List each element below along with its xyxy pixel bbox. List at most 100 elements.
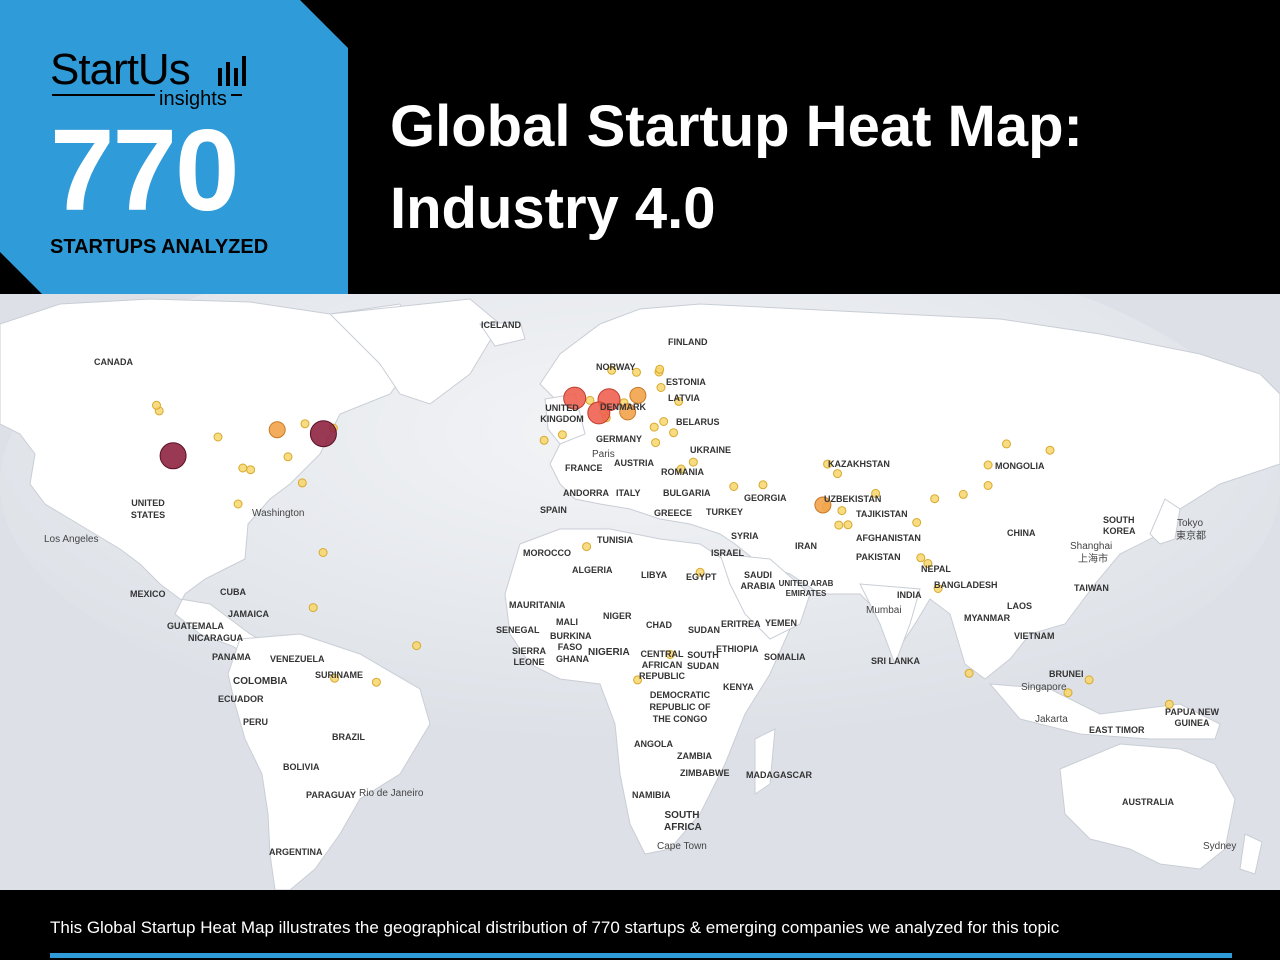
title-line-1: Global Startup Heat Map: xyxy=(390,94,1083,159)
heat-bubble-chicago xyxy=(268,421,286,439)
country-label: DEMOCRATIC REPUBLIC OF THE CONGO xyxy=(649,690,711,724)
heat-bubble-cape-town xyxy=(633,675,643,685)
heat-bubble-japan xyxy=(1045,445,1055,455)
country-label: GEORGIA xyxy=(744,493,787,503)
footer-accent-bar xyxy=(50,953,1232,958)
country-label: IRAN xyxy=(795,541,817,551)
brand-sub: insights xyxy=(155,88,231,111)
landmass-japan xyxy=(1149,498,1181,545)
country-label: AUSTRIA xyxy=(614,458,654,468)
country-label: NAMIBIA xyxy=(632,790,671,800)
title-line-2: Industry 4.0 xyxy=(390,176,716,241)
stat-badge: StartUs insights 770 STARTUPS ANALYZED xyxy=(0,0,348,294)
city-label: Los Angeles xyxy=(44,534,99,545)
heat-bubble-shanghai xyxy=(983,460,993,470)
city-label: 上海市 xyxy=(1078,554,1108,565)
city-label: Jakarta xyxy=(1035,714,1068,725)
country-label: ITALY xyxy=(616,488,641,498)
country-label: SURINAME xyxy=(315,670,364,680)
country-label: NIGERIA xyxy=(588,647,630,658)
country-label: GERMANY xyxy=(596,434,643,444)
country-label: UNITED STATES xyxy=(130,498,166,520)
country-label: BANGLADESH xyxy=(934,580,998,590)
country-label: UKRAINE xyxy=(690,445,732,455)
heat-bubble-thailand xyxy=(912,518,922,527)
country-label: ANGOLA xyxy=(634,739,673,749)
city-label: Rio de Janeiro xyxy=(359,788,424,799)
heat-bubble-south-africa xyxy=(665,650,675,659)
country-label: CHINA xyxy=(1007,528,1036,538)
country-label: ERITREA xyxy=(721,619,761,629)
country-label: KAZAKHSTAN xyxy=(828,459,890,469)
heat-bubble-colombia xyxy=(318,548,328,557)
country-label: TUNISIA xyxy=(597,535,633,545)
country-label: UZBEKISTAN xyxy=(824,494,882,504)
country-label: TAJIKISTAN xyxy=(856,509,908,519)
heat-bubble-uae xyxy=(758,480,768,490)
country-label: PANAMA xyxy=(212,652,251,662)
country-label: LIBYA xyxy=(641,570,668,580)
country-label: CUBA xyxy=(220,587,246,597)
heat-bubble-melbourne xyxy=(1063,688,1073,698)
heat-bubble-austria xyxy=(619,403,637,421)
heat-bubble-finland xyxy=(655,364,665,374)
country-label: SOMALIA xyxy=(764,652,806,662)
country-label: CENTRAL AFRICAN REPUBLIC xyxy=(638,649,685,681)
heat-bubble-greece xyxy=(651,438,661,448)
country-label: FRANCE xyxy=(565,463,603,473)
country-label: VENEZUELA xyxy=(270,654,325,664)
country-label: CHAD xyxy=(646,620,672,630)
country-label: COLOMBIA xyxy=(233,676,288,687)
landmass-greenland xyxy=(328,298,501,405)
city-label: Tokyo xyxy=(1177,518,1204,529)
city-label: 東京都 xyxy=(1176,531,1206,542)
country-label: ARGENTINA xyxy=(269,847,323,857)
country-label: JAMAICA xyxy=(228,609,270,619)
country-label: ANDORRA xyxy=(563,488,609,498)
country-label: AFGHANISTAN xyxy=(856,533,921,543)
country-label: BURKINA FASO xyxy=(550,631,592,652)
country-label: BULGARIA xyxy=(663,488,711,498)
heat-bubble-hong-kong xyxy=(958,489,968,499)
startup-count-label: STARTUPS ANALYZED xyxy=(50,236,269,258)
country-label: SENEGAL xyxy=(496,625,540,635)
country-label: UNITED ARAB EMIRATES xyxy=(778,579,834,598)
heat-bubble-brazil xyxy=(412,641,422,651)
country-label: MOROCCO xyxy=(523,548,571,558)
world-map-canvas xyxy=(0,294,1280,890)
country-label: MEXICO xyxy=(130,589,166,599)
heat-bubble-korea xyxy=(1002,439,1011,449)
city-label: Singapore xyxy=(1021,682,1067,693)
heat-bubble-peru xyxy=(308,603,318,613)
landmass-arabia xyxy=(719,553,811,640)
country-label: UNITED KINGDOM xyxy=(540,403,584,424)
heat-bubble-belgium xyxy=(585,395,595,405)
country-label: BOLIVIA xyxy=(283,762,320,772)
country-label: PAKISTAN xyxy=(856,552,901,562)
landmass-new-zealand xyxy=(1239,833,1263,875)
country-label: FINLAND xyxy=(668,337,708,347)
country-label: YEMEN xyxy=(765,618,798,628)
heat-bubble-mexico xyxy=(233,499,243,509)
heat-bubble-bangladesh xyxy=(871,488,881,498)
landmass-africa xyxy=(504,528,791,855)
heat-bubble-argentina xyxy=(371,677,381,687)
heat-bubble-united-kingdom xyxy=(563,386,587,410)
country-label: VIETNAM xyxy=(1014,631,1055,641)
city-label: Shanghai xyxy=(1070,541,1113,552)
country-label: NICARAGUA xyxy=(188,633,243,643)
country-label: ESTONIA xyxy=(666,377,706,387)
heat-bubble-saudi-arabia xyxy=(729,482,739,491)
heat-bubble-new-zealand xyxy=(1164,699,1174,709)
heat-bubble-bulgaria xyxy=(649,422,659,432)
heat-bubble-hyderabad xyxy=(837,506,847,516)
country-label: PERU xyxy=(243,717,269,727)
city-label: Washington xyxy=(252,508,305,519)
heat-bubble-sydney xyxy=(1084,675,1094,685)
country-label: KENYA xyxy=(723,682,754,692)
country-label: SUDAN xyxy=(688,625,721,635)
heat-bubble-chile xyxy=(330,673,340,683)
country-label: DENMARK xyxy=(600,402,646,412)
brand-logo: StartUs xyxy=(50,45,191,94)
heat-bubble-los-angeles xyxy=(159,442,187,470)
